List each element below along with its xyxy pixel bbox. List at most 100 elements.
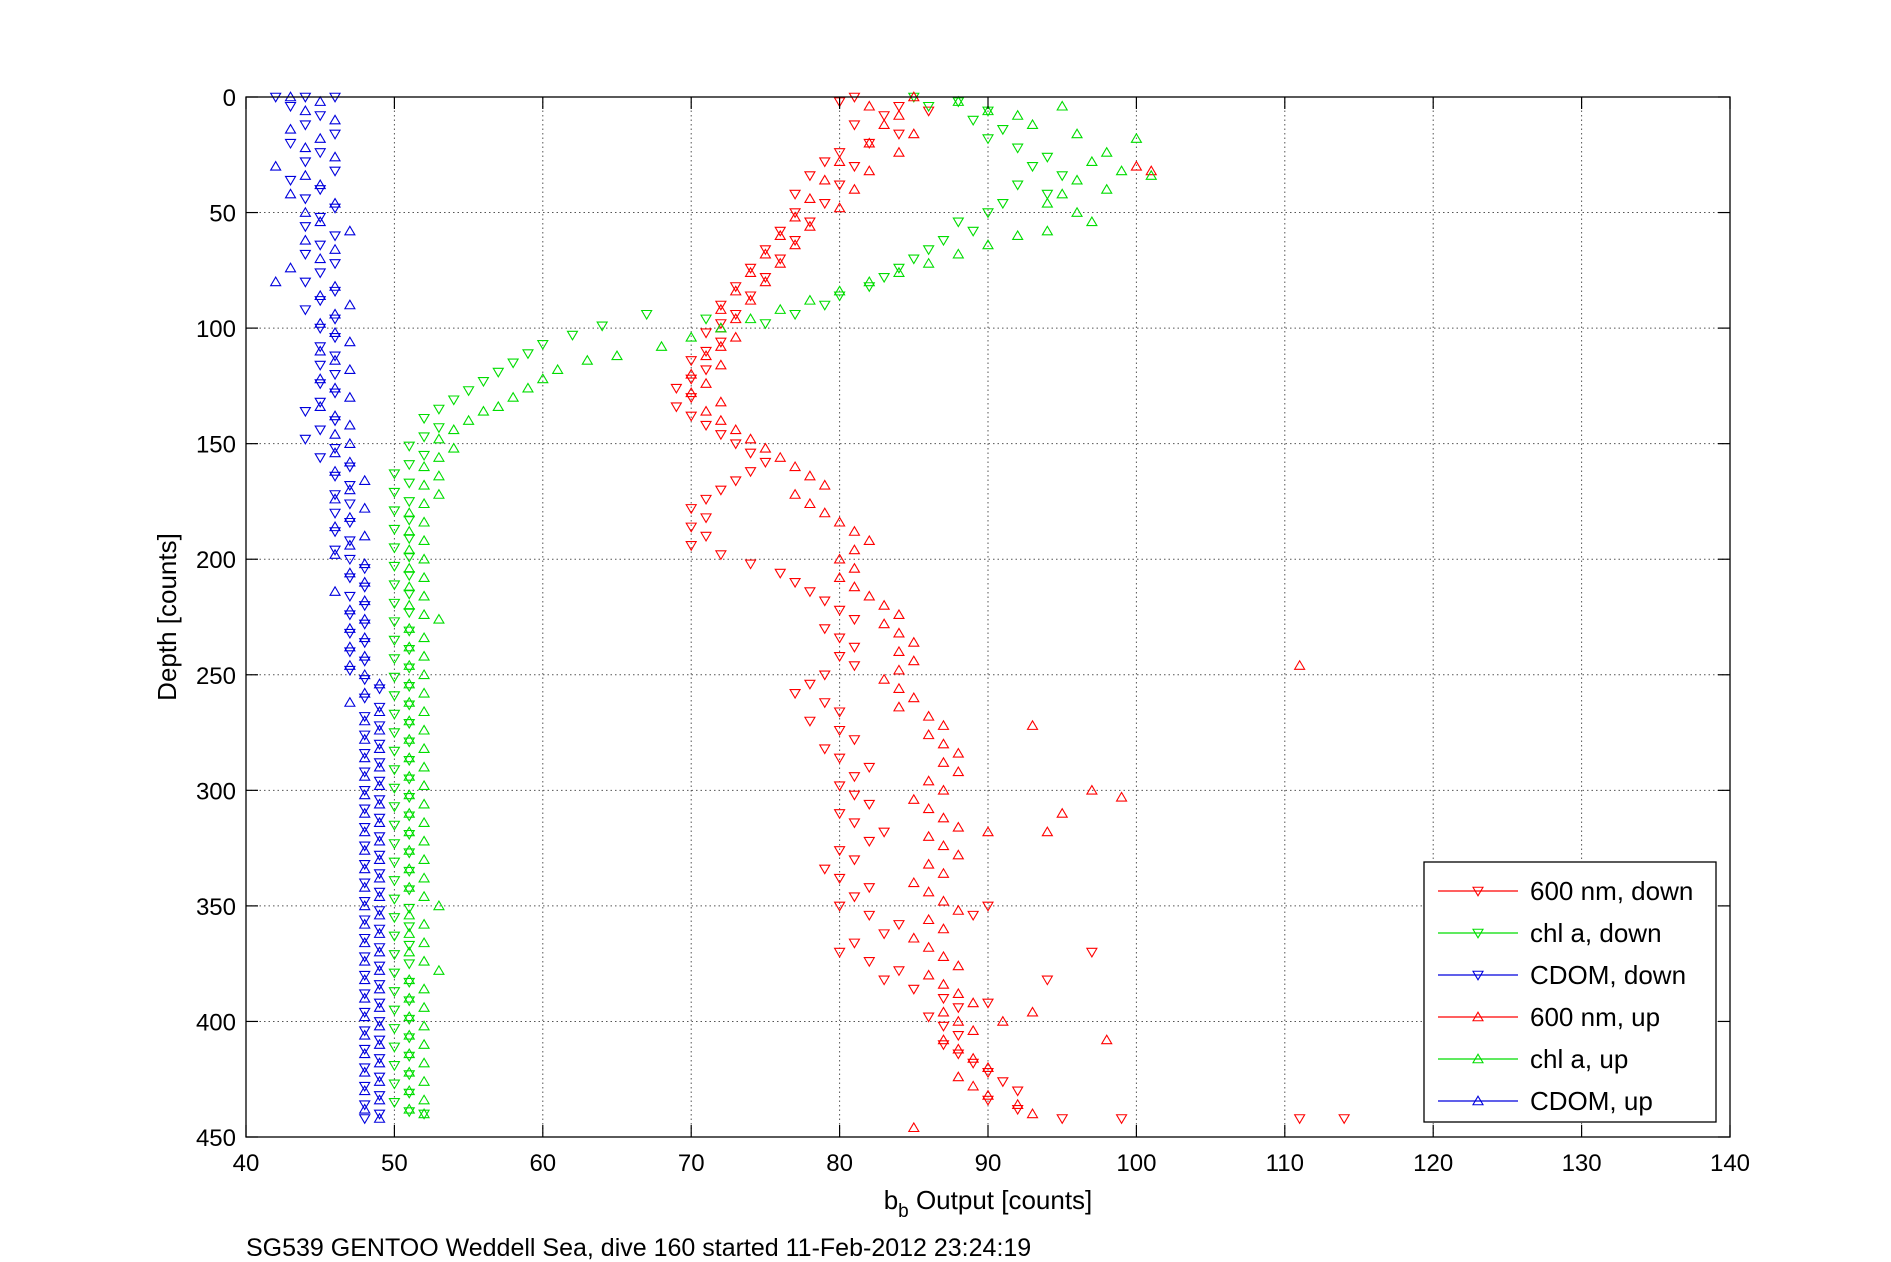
data-point: [373, 927, 386, 938]
data-point: [329, 308, 342, 319]
data-point: [373, 724, 386, 735]
data-point: [329, 508, 342, 519]
data-point: [462, 386, 475, 397]
data-point: [818, 864, 831, 875]
data-point: [907, 1121, 920, 1133]
data-point: [833, 901, 846, 912]
data-point: [358, 767, 371, 778]
data-point: [447, 423, 460, 435]
data-point: [299, 234, 312, 245]
data-point: [358, 656, 371, 667]
data-point: [982, 208, 994, 219]
data-point: [848, 938, 861, 949]
data-point: [388, 709, 401, 720]
data-point: [329, 585, 342, 596]
data-point: [1011, 1098, 1024, 1109]
data-point: [343, 539, 356, 550]
data-point: [848, 772, 861, 783]
data-point: [358, 687, 371, 698]
data-point: [848, 581, 861, 592]
data-point: [403, 881, 416, 892]
data-point: [700, 513, 713, 524]
data-point: [833, 571, 846, 583]
data-point: [700, 346, 713, 358]
data-point: [685, 541, 698, 552]
data-point: [358, 863, 371, 874]
data-point: [358, 1063, 371, 1074]
data-point: [967, 1058, 980, 1069]
data-point: [403, 622, 416, 633]
data-point: [388, 1024, 401, 1035]
data-point: [418, 937, 431, 948]
data-point: [714, 322, 727, 333]
data-point: [343, 437, 356, 448]
data-point: [358, 1044, 371, 1056]
x-tick-label: 60: [529, 1150, 556, 1177]
data-point: [818, 300, 831, 311]
data-point: [774, 229, 787, 240]
data-point: [418, 816, 431, 827]
data-point: [403, 497, 416, 508]
data-point: [892, 701, 905, 712]
data-point: [833, 180, 846, 191]
data-point: [373, 1001, 386, 1012]
data-point: [1145, 169, 1158, 180]
data-point: [744, 294, 757, 305]
data-point: [314, 379, 327, 390]
data-point: [878, 272, 891, 284]
data-point: [982, 1061, 994, 1072]
data-point: [863, 590, 876, 601]
data-point: [833, 605, 846, 616]
data-point: [952, 1071, 965, 1082]
data-point: [358, 1007, 371, 1019]
data-point: [388, 617, 401, 628]
y-tick-label: 50: [209, 201, 236, 228]
data-point: [863, 762, 876, 774]
data-point: [329, 548, 342, 559]
data-point: [774, 226, 787, 237]
data-point: [358, 1047, 371, 1059]
data-point: [685, 368, 698, 379]
data-point: [403, 737, 416, 748]
x-axis-label: bb Output [counts]: [884, 1185, 1093, 1222]
data-point: [432, 423, 445, 434]
data-point: [521, 382, 534, 393]
data-point: [388, 857, 401, 868]
data-point: [388, 931, 401, 942]
data-point: [418, 497, 431, 509]
data-point: [937, 1034, 950, 1045]
data-point: [418, 432, 431, 443]
data-point: [432, 900, 445, 911]
x-tick-label: 120: [1413, 1150, 1453, 1177]
data-point: [863, 957, 876, 968]
data-point: [343, 554, 356, 566]
data-point: [299, 194, 312, 205]
data-point: [1026, 719, 1039, 730]
data-point: [403, 581, 416, 592]
data-point: [403, 715, 416, 726]
data-point: [952, 904, 965, 915]
data-point: [418, 413, 431, 425]
data-point: [358, 770, 371, 781]
data-point: [892, 627, 905, 638]
data-point: [403, 829, 416, 841]
data-point: [418, 1001, 431, 1012]
data-point: [343, 622, 356, 633]
data-point: [403, 927, 416, 938]
legend-label: CDOM, down: [1530, 960, 1686, 990]
data-point: [982, 901, 994, 912]
data-point: [744, 467, 757, 478]
data-point: [803, 470, 816, 481]
data-point: [655, 340, 668, 351]
data-point: [403, 807, 416, 818]
data-point: [878, 975, 891, 986]
data-point: [388, 691, 401, 702]
data-point: [343, 591, 356, 603]
data-point: [596, 321, 609, 332]
data-point: [1071, 174, 1084, 185]
data-point: [1293, 1114, 1306, 1125]
series-3: [685, 91, 1306, 1133]
data-point: [388, 469, 401, 480]
data-point: [878, 618, 891, 629]
data-point: [729, 439, 742, 450]
